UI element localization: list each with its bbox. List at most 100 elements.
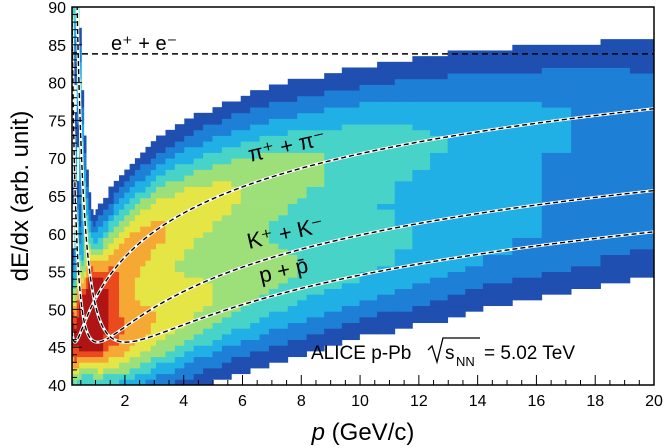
heatmap-cell — [287, 299, 298, 307]
heatmap-cell — [297, 288, 307, 295]
heatmap-cell — [629, 186, 654, 193]
heatmap-cell — [88, 322, 92, 329]
heatmap-cell — [79, 56, 82, 63]
heatmap-cell — [74, 311, 78, 318]
heatmap-cell — [512, 124, 543, 131]
heatmap-cell — [221, 129, 232, 136]
heatmap-cell — [203, 328, 213, 335]
heatmap-cell — [184, 163, 195, 170]
heatmap-cell — [268, 311, 279, 318]
heatmap-cell — [394, 203, 413, 210]
heatmap-cell — [359, 129, 378, 136]
heatmap-cell — [150, 282, 157, 290]
heatmap-cell — [377, 231, 396, 238]
heatmap-cell — [74, 322, 78, 329]
heatmap-cell — [140, 367, 146, 375]
heatmap-cell — [212, 209, 223, 216]
heatmap-cell — [571, 67, 601, 74]
heatmap-cell — [134, 350, 141, 358]
heatmap-cell — [359, 282, 378, 290]
heatmap-cell — [512, 169, 543, 176]
heatmap-cell — [231, 367, 242, 375]
heatmap-cell — [512, 44, 543, 51]
heatmap-cell — [97, 333, 104, 341]
heatmap-cell — [268, 282, 279, 290]
heatmap-cell — [88, 350, 92, 358]
heatmap-cell — [600, 158, 631, 165]
heatmap-cell — [268, 129, 279, 136]
heatmap-cell — [124, 214, 131, 221]
heatmap-cell — [359, 101, 378, 108]
heatmap-cell — [324, 339, 343, 346]
heatmap-cell — [287, 169, 298, 176]
heatmap-cell — [103, 248, 109, 255]
heatmap-cell — [129, 243, 136, 250]
heatmap-cell — [156, 163, 166, 170]
heatmap-cell — [250, 203, 260, 210]
heatmap-cell — [394, 152, 413, 159]
y-tick-label: 55 — [48, 265, 66, 282]
heatmap-cell — [203, 333, 213, 341]
heatmap-cell — [447, 163, 466, 170]
heatmap-cell — [103, 254, 109, 261]
heatmap-cell — [108, 379, 115, 385]
heatmap-cell — [482, 237, 513, 244]
heatmap-cell — [482, 78, 513, 85]
heatmap-cell — [465, 56, 484, 63]
heatmap-cell — [129, 214, 136, 221]
heatmap-cell — [156, 158, 166, 165]
heatmap-cell — [174, 129, 185, 136]
heatmap-cell — [103, 220, 109, 227]
heatmap-cell — [465, 124, 484, 131]
heatmap-cell — [90, 345, 94, 352]
heatmap-cell — [145, 379, 152, 385]
heatmap-cell — [193, 311, 204, 318]
heatmap-cell — [412, 56, 431, 63]
heatmap-cell — [150, 322, 157, 329]
heatmap-cell — [250, 163, 260, 170]
heatmap-cell — [97, 226, 104, 233]
heatmap-cell — [297, 243, 307, 250]
heatmap-cell — [74, 316, 78, 324]
heatmap-cell — [571, 271, 601, 278]
heatmap-cell — [278, 95, 289, 102]
heatmap-cell — [150, 294, 157, 301]
heatmap-cell — [341, 271, 360, 278]
heatmap-cell — [184, 169, 195, 176]
heatmap-cell — [278, 231, 289, 238]
heatmap-cell — [240, 271, 251, 278]
heatmap-cell — [95, 345, 99, 352]
heatmap-cell — [268, 152, 279, 159]
heatmap-cell — [103, 362, 109, 369]
heatmap-cell — [88, 294, 92, 301]
heatmap-cell — [83, 373, 87, 380]
heatmap-cell — [306, 169, 325, 176]
heatmap-cell — [412, 305, 431, 312]
heatmap-cell — [93, 254, 96, 261]
heatmap-cell — [83, 169, 87, 176]
heatmap-cell — [95, 277, 99, 284]
heatmap-cell — [287, 112, 298, 119]
heatmap-cell — [447, 61, 466, 68]
heatmap-cell — [134, 237, 141, 244]
heatmap-cell — [250, 345, 260, 352]
heatmap-cell — [97, 214, 104, 221]
heatmap-cell — [119, 271, 125, 278]
heatmap-cell — [150, 288, 157, 295]
heatmap-cell — [394, 112, 413, 119]
heatmap-cell — [134, 209, 141, 216]
heatmap-cell — [140, 231, 146, 238]
heatmap-cell — [278, 260, 289, 267]
heatmap-cell — [193, 135, 204, 142]
heatmap-cell — [81, 107, 85, 114]
heatmap-cell — [430, 186, 449, 193]
heatmap-cell — [156, 379, 166, 385]
heatmap-cell — [250, 214, 260, 221]
heatmap-cell — [278, 345, 289, 352]
heatmap-cell — [95, 265, 99, 272]
heatmap-cell — [86, 339, 89, 346]
heatmap-cell — [145, 169, 152, 176]
heatmap-cell — [447, 118, 466, 125]
heatmap-cell — [268, 112, 279, 119]
heatmap-cell — [221, 209, 232, 216]
